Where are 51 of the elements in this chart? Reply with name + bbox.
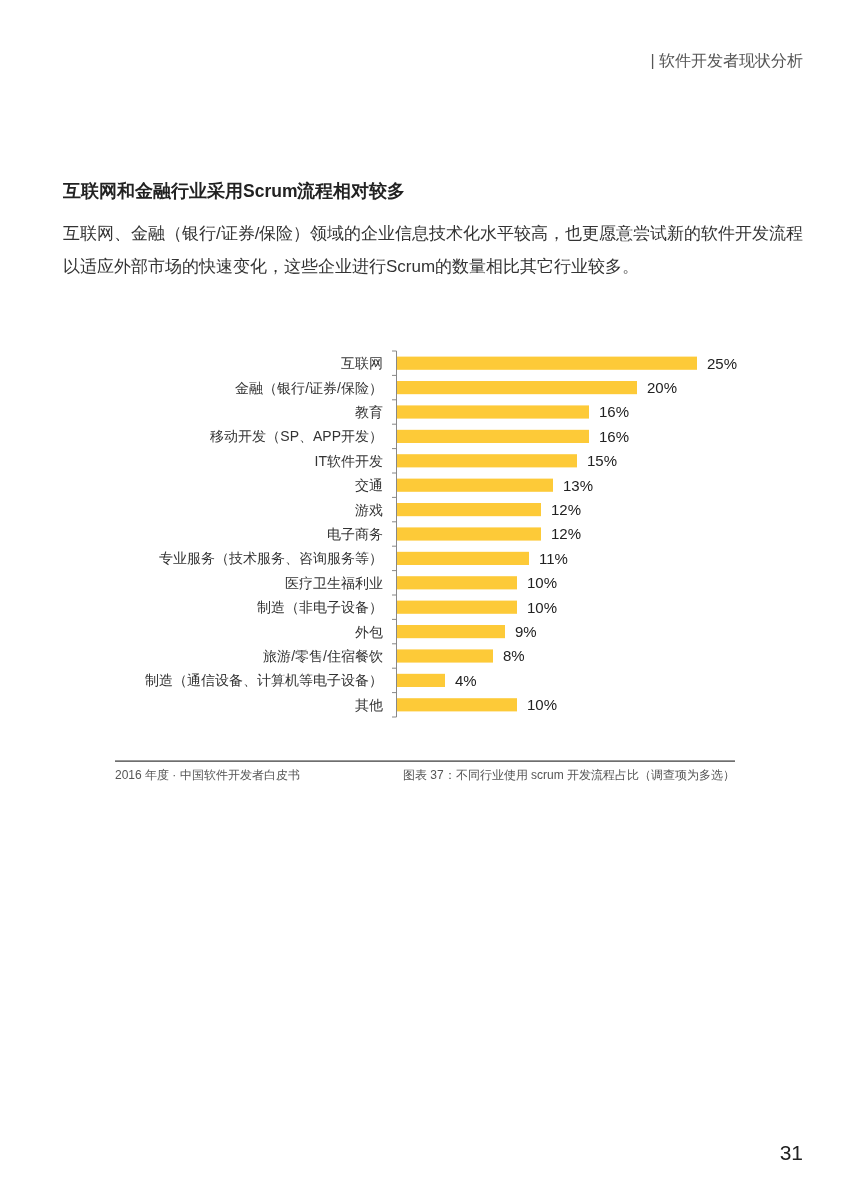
text: | 软件开发者现状分析 xyxy=(650,52,803,69)
y-tick-label: 游戏 xyxy=(355,501,383,518)
data-label: 25% xyxy=(707,354,738,372)
bar xyxy=(397,405,589,419)
data-label: 10% xyxy=(527,574,558,592)
bar xyxy=(397,551,529,565)
data-label: 16% xyxy=(599,403,630,421)
y-tick-label: 交通 xyxy=(355,477,383,494)
y-tick-label: 电子商务 xyxy=(327,526,383,543)
y-tick-label: 外包 xyxy=(355,623,383,640)
chart-subtitle: 互联网、金融（银行/证券/保险）领域的企业信息技术化水平较高，也更愿意尝试新的软件开发流程以适应外部市场的快速变化，这些企业进行Scrum的数量相比其它行业较多。 xyxy=(63,224,804,276)
bar xyxy=(397,478,553,492)
bar xyxy=(397,576,517,590)
data-label: 12% xyxy=(551,525,582,543)
bar xyxy=(397,527,541,541)
data-label: 20% xyxy=(647,379,678,396)
text: 图表 37：不同行业使用 scrum 开发流程占比（调查项为多选） xyxy=(402,768,735,782)
data-label: 9% xyxy=(515,623,537,640)
data-label: 11% xyxy=(539,549,568,567)
y-tick-label: 专业服务（技术服务、咨询服务等） xyxy=(159,550,383,567)
text: 互联网和金融行业采用Scrum流程相对较多 xyxy=(62,181,406,201)
y-tick-label: 制造（通信设备、计算机等电子设备） xyxy=(145,672,383,689)
y-tick-label: 医疗卫生福利业 xyxy=(285,574,383,591)
bar xyxy=(397,673,445,687)
y-tick-label: 其他 xyxy=(355,696,383,713)
text: 2016 年度 · 中国软件开发者白皮书 xyxy=(115,768,300,782)
data-label: 12% xyxy=(551,501,582,518)
y-tick-label: 金融（银行/证券/保险） xyxy=(235,379,383,396)
data-label: 10% xyxy=(527,598,558,616)
bar xyxy=(397,600,517,614)
bar xyxy=(397,356,697,370)
bar xyxy=(397,503,541,517)
bar xyxy=(397,649,493,663)
y-tick-label: 制造（非电子设备） xyxy=(257,599,383,616)
data-label: 15% xyxy=(587,452,618,470)
text: 31 xyxy=(779,1141,803,1164)
y-tick-label: 教育 xyxy=(355,404,383,421)
data-label: 10% xyxy=(527,696,558,714)
bar xyxy=(397,381,637,395)
data-label: 4% xyxy=(455,671,477,689)
y-tick-label: 移动开发（SP、APP开发） xyxy=(210,428,383,445)
y-tick-label: IT软件开发 xyxy=(314,452,383,469)
data-label: 16% xyxy=(599,427,630,445)
data-label: 13% xyxy=(563,476,594,494)
bar xyxy=(397,625,505,639)
bar xyxy=(397,698,517,712)
bar xyxy=(397,429,589,443)
y-tick-label: 旅游/零售/住宿餐饮 xyxy=(263,648,383,665)
y-tick-label: 互联网 xyxy=(341,355,383,372)
bar xyxy=(397,454,577,468)
data-label: 8% xyxy=(503,647,525,665)
